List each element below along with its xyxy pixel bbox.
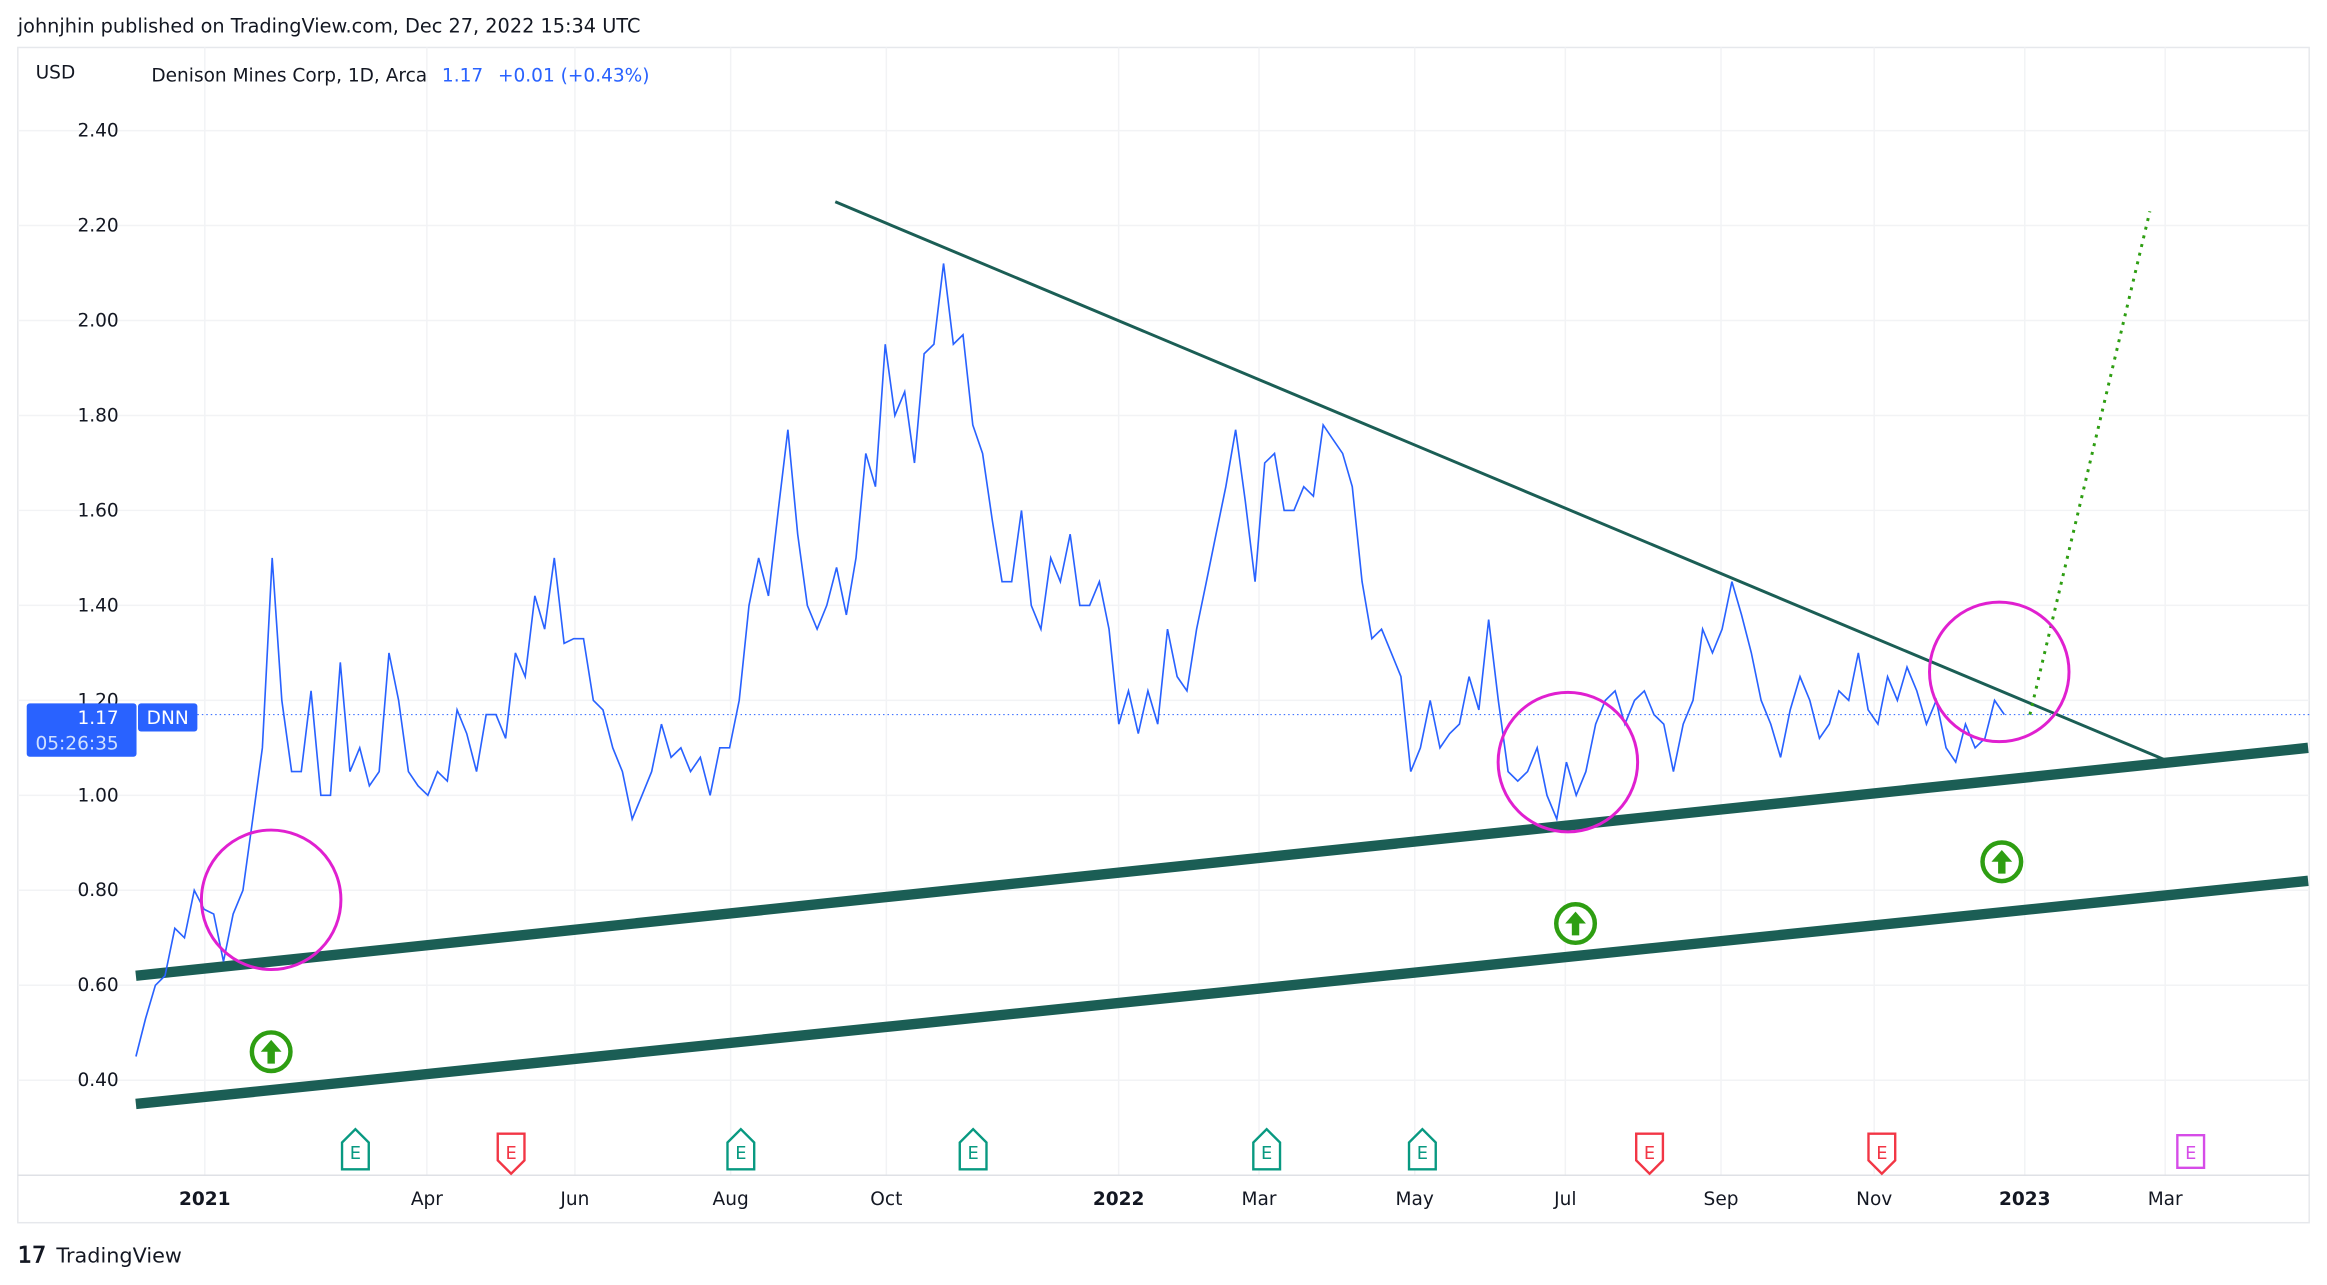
time-axis[interactable]: 2021 Apr Jun Aug Oct 2022 Mar May Jul Sep Nov 2023 M… — [179, 1189, 2183, 1210]
upper-channel-support-line[interactable] — [135, 742, 2309, 981]
earnings-marker-beat[interactable]: E — [726, 1127, 756, 1171]
earnings-icon — [2176, 1133, 2206, 1169]
y-tick-label: 2.40 — [77, 121, 118, 142]
y-tick-label: 2.20 — [77, 215, 118, 236]
x-tick-label: May — [1396, 1189, 1434, 1210]
arrow-up-icon[interactable] — [1554, 902, 1598, 946]
chart-legend[interactable]: Denison Mines Corp, 1D, Arca 1.17 +0.01 … — [151, 66, 649, 87]
x-tick-label: Jul — [1553, 1189, 1576, 1210]
tradingview-logo[interactable]: 𝟣𝟩 TradingView — [18, 1243, 182, 1269]
arrow-up-glyph — [1991, 849, 2013, 874]
earnings-icon — [1407, 1127, 1437, 1171]
highlight-circle[interactable] — [1496, 690, 1640, 834]
earnings-label: E — [1417, 1143, 1428, 1164]
x-tick-label: Jun — [559, 1189, 589, 1210]
x-tick-label: Oct — [870, 1189, 902, 1210]
price-label-countdown: 05:26:35 — [35, 733, 118, 754]
earnings-label: E — [1644, 1143, 1655, 1164]
chart-panel[interactable] — [17, 46, 2310, 1224]
arrow-up-glyph — [1565, 911, 1586, 936]
arrow-up-icon[interactable] — [249, 1030, 293, 1074]
arrow-up-icon[interactable] — [1980, 840, 2024, 884]
x-tick-label: Mar — [1242, 1189, 1277, 1210]
y-tick-label: 1.40 — [77, 595, 118, 616]
x-tick-label: 2023 — [1999, 1189, 2051, 1210]
highlight-circle[interactable] — [199, 828, 343, 972]
price-series-line — [135, 263, 2006, 1057]
earnings-marker-miss[interactable]: E — [496, 1132, 526, 1176]
symbol-description: Denison Mines Corp, 1D, Arca — [151, 66, 427, 87]
earnings-icon — [496, 1132, 526, 1176]
highlight-circle[interactable] — [1928, 600, 2071, 744]
earnings-label: E — [735, 1143, 746, 1164]
earnings-marker-beat[interactable]: E — [1252, 1127, 1282, 1171]
earnings-label: E — [505, 1143, 516, 1164]
projection-line[interactable] — [2028, 210, 2152, 715]
earnings-label: E — [1876, 1143, 1887, 1164]
y-tick-label: 0.80 — [77, 880, 118, 901]
earnings-icon — [340, 1127, 370, 1171]
earnings-marker-miss[interactable]: E — [1867, 1132, 1897, 1176]
price-axis[interactable]: 2.402.202.001.801.601.401.201.000.800.60… — [77, 121, 118, 1092]
price-label-box — [26, 703, 137, 757]
y-tick-label: 2.00 — [77, 310, 118, 331]
earnings-marker-beat[interactable]: E — [340, 1127, 370, 1171]
earnings-label: E — [1261, 1143, 1272, 1164]
x-tick-label: Apr — [411, 1189, 443, 1210]
earnings-icon — [958, 1127, 988, 1171]
ticker-label: DNN — [147, 708, 189, 729]
y-tick-label: 0.40 — [77, 1070, 118, 1091]
arrow-up-glyph — [260, 1039, 282, 1064]
last-price: 1.17 — [442, 66, 483, 87]
x-tick-label: 2021 — [179, 1189, 231, 1210]
price-change: +0.01 (+0.43%) — [498, 66, 650, 87]
earnings-icon — [726, 1127, 756, 1171]
earnings-label: E — [2185, 1143, 2196, 1164]
brand-name: TradingView — [55, 1244, 181, 1268]
price-label-value: 1.17 — [77, 708, 118, 729]
earnings-label: E — [350, 1143, 361, 1164]
earnings-icon — [1635, 1132, 1665, 1176]
earnings-marker-beat[interactable]: E — [1407, 1127, 1437, 1171]
y-tick-label: 1.80 — [77, 405, 118, 426]
x-tick-label: Nov — [1856, 1189, 1892, 1210]
descending-resistance-line[interactable] — [834, 200, 2171, 764]
earnings-marker-future[interactable]: E — [2176, 1133, 2206, 1169]
earnings-marker-miss[interactable]: E — [1635, 1132, 1665, 1176]
x-tick-label: Mar — [2148, 1189, 2183, 1210]
earnings-icon — [1252, 1127, 1282, 1171]
x-tick-label: 2022 — [1093, 1189, 1145, 1210]
publish-info: johnjhin published on TradingView.com, D… — [17, 15, 641, 38]
price-label: 1.17 05:26:35 DNN — [26, 703, 198, 757]
earnings-icon — [1867, 1132, 1897, 1176]
earnings-marker-beat[interactable]: E — [958, 1127, 988, 1171]
currency-label: USD — [36, 63, 76, 84]
trendlines[interactable] — [135, 200, 2309, 1110]
earnings-label: E — [967, 1143, 978, 1164]
x-tick-label: Sep — [1704, 1189, 1739, 1210]
tradingview-logo-icon: 𝟣𝟩 — [18, 1243, 46, 1269]
x-tick-label: Aug — [713, 1189, 749, 1210]
annotations[interactable] — [199, 600, 2071, 1074]
y-tick-label: 1.00 — [77, 785, 118, 806]
lower-channel-support-line[interactable] — [135, 875, 2309, 1110]
y-tick-label: 1.60 — [77, 500, 118, 521]
ticker-label-box — [138, 703, 198, 732]
y-tick-label: 0.60 — [77, 975, 118, 996]
